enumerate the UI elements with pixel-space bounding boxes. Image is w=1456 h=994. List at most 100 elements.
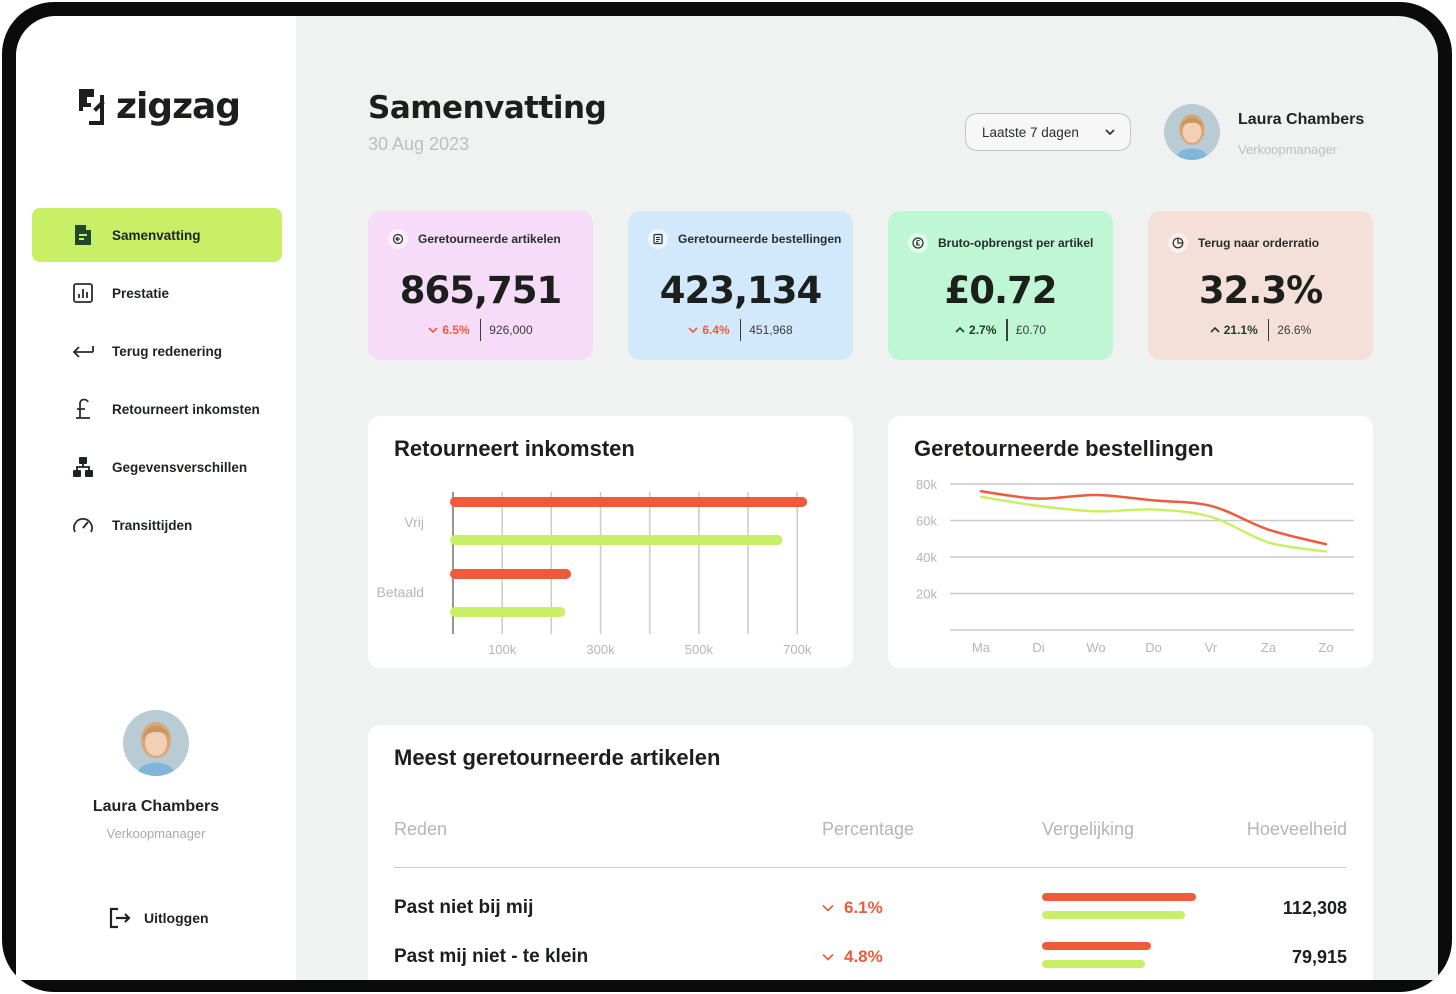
kpi-previous: 926,000 xyxy=(489,323,533,337)
y-tick-label: 60k xyxy=(916,514,937,529)
kpi-title: Geretourneerde bestellingen xyxy=(648,229,841,249)
kpi-footer: 6.4% 451,968 xyxy=(628,319,853,341)
logo[interactable]: zigzag xyxy=(78,86,241,127)
sidebar-item-label: Terug redenering xyxy=(112,343,223,359)
logout-button[interactable]: Uitloggen xyxy=(108,906,209,930)
pound-icon xyxy=(72,398,94,420)
row-percentage-value: 6.1% xyxy=(844,898,883,917)
x-tick-label: Ma xyxy=(972,640,991,655)
hierarchy-icon xyxy=(72,456,94,478)
return-item-icon xyxy=(388,229,408,249)
sidebar-user: Laura Chambers Verkoopmanager xyxy=(16,710,296,841)
sidebar-item-label: Prestatie xyxy=(112,285,170,301)
sidebar-item-retourneert-inkomsten[interactable]: Retourneert inkomsten xyxy=(32,382,282,436)
arrow-down-icon xyxy=(688,327,698,334)
kpi-title-text: Geretourneerde bestellingen xyxy=(678,232,842,246)
kpi-divider xyxy=(479,319,482,341)
avatar[interactable] xyxy=(123,710,189,776)
x-tick-label: Di xyxy=(1032,640,1044,655)
line-series-green xyxy=(979,495,1328,553)
income-bar-chart: 100k 300k 500k 700k Vrij Betaald xyxy=(377,492,812,657)
kpi-card[interactable]: Bruto-opbrengst per artikel £0.72 2.7% £0.7… xyxy=(888,211,1113,360)
bar-chart-icon xyxy=(72,282,94,304)
row-quantity: 112,308 xyxy=(1282,898,1347,918)
y-tick-label: 80k xyxy=(916,477,937,492)
x-tick-label: Zo xyxy=(1318,640,1333,655)
sidebar-item-gegevensverschillen[interactable]: Gegevensverschillen xyxy=(32,440,282,494)
arrow-up-icon xyxy=(1210,326,1220,333)
kpi-footer: 21.1% 26.6% xyxy=(1148,319,1373,341)
row-percentage: 6.1% xyxy=(822,898,883,918)
col-header-reason[interactable]: Reden xyxy=(394,819,448,839)
kpi-footer: 6.5% 926,000 xyxy=(368,319,593,341)
y-tick-label: 20k xyxy=(916,587,937,602)
x-tick-label: 500k xyxy=(685,642,714,657)
kpi-title: Terug naar orderratio xyxy=(1168,233,1319,253)
kpi-divider xyxy=(1006,319,1008,341)
kpi-title-text: Terug naar orderratio xyxy=(1198,236,1320,250)
kpi-value: £0.72 xyxy=(944,269,1057,312)
col-header-percentage[interactable]: Percentage xyxy=(822,819,915,839)
row-reason: Past niet bij mij xyxy=(394,897,534,918)
logout-label: Uitloggen xyxy=(144,910,209,926)
user-role: Verkoopmanager xyxy=(106,826,206,841)
kpi-value: 423,134 xyxy=(659,269,823,312)
kpi-value: 865,751 xyxy=(399,269,563,312)
x-tick-label: Wo xyxy=(1086,640,1105,655)
kpi-card[interactable]: Geretourneerde artikelen 865,751 6.5% 926,0… xyxy=(368,211,593,360)
col-header-quantity[interactable]: Hoeveelheid xyxy=(1246,819,1347,839)
x-tick-label: 700k xyxy=(783,642,812,657)
kpi-card[interactable]: Terug naar orderratio 32.3% 21.1% 26.6% xyxy=(1148,211,1373,360)
returns-table-title: Meest geretourneerde artikelen xyxy=(394,745,721,770)
date-range-select[interactable]: Laatste 7 dagen xyxy=(965,113,1131,151)
header-avatar[interactable] xyxy=(1164,104,1220,160)
table-divider xyxy=(394,867,1346,868)
date-range-label: Laatste 7 dagen xyxy=(982,124,1079,140)
kpi-card[interactable]: Geretourneerde bestellingen 423,134 6.4% 45… xyxy=(628,211,853,360)
row-reason: Past mij niet - te klein xyxy=(394,946,589,967)
comparison-bar-green xyxy=(1042,911,1186,919)
sidebar-item-prestatie[interactable]: Prestatie xyxy=(32,266,282,320)
row-quantity: 79,915 xyxy=(1291,947,1347,967)
orders-chart-panel: Geretourneerde bestellingen 20k 40k 60k 80k… xyxy=(888,416,1373,668)
header-user-name: Laura Chambers xyxy=(1238,111,1365,128)
sidebar-item-terug-redenering[interactable]: Terug redenering xyxy=(32,324,282,378)
orders-line-chart: 20k 40k 60k 80k Ma Di Wo Do Vr Za Zo xyxy=(916,477,1354,655)
y-tick-label: 40k xyxy=(916,550,937,565)
kpi-change-value: 6.4% xyxy=(702,323,730,337)
x-tick-label: 300k xyxy=(586,642,615,657)
sidebar-item-label: Gegevensverschillen xyxy=(112,459,248,475)
kpi-value: 32.3% xyxy=(1198,269,1323,312)
page-title: Samenvatting xyxy=(368,90,607,126)
logout-icon xyxy=(109,907,131,929)
kpi-change: 21.1% xyxy=(1210,323,1268,337)
col-header-comparison[interactable]: Vergelijking xyxy=(1042,819,1135,839)
logo-text: zigzag xyxy=(116,86,241,127)
kpi-previous: 26.6% xyxy=(1277,323,1312,337)
kpi-previous: 451,968 xyxy=(749,323,793,337)
sidebar-item-transittijden[interactable]: Transittijden xyxy=(32,498,282,552)
sidebar-item-label: Transittijden xyxy=(112,517,193,533)
pie-icon xyxy=(1168,233,1188,253)
kpi-change-value: 6.5% xyxy=(442,323,470,337)
arrow-down-icon xyxy=(822,953,834,961)
kpi-change: 2.7% xyxy=(955,323,1006,337)
zigzag-logo-icon xyxy=(79,88,105,125)
comparison-bar-red xyxy=(1042,942,1152,950)
sidebar-item-samenvatting[interactable]: Samenvatting xyxy=(32,208,282,262)
returns-table-panel: Meest geretourneerde artikelen Reden Per… xyxy=(368,725,1373,980)
kpi-change: 6.5% xyxy=(428,323,479,337)
sidebar-nav: Samenvatting Prestatie Terug redenering xyxy=(32,208,282,556)
x-tick-label: Do xyxy=(1145,640,1162,655)
category-label: Betaald xyxy=(377,584,424,600)
income-chart-panel: Retourneert inkomsten 100k 300k 500k 700k Vr… xyxy=(368,416,853,668)
order-list-icon xyxy=(648,229,668,249)
arrow-up-icon xyxy=(955,326,965,333)
orders-chart-title: Geretourneerde bestellingen xyxy=(914,436,1214,461)
pound-coin-icon xyxy=(908,233,928,253)
sidebar-item-label: Retourneert inkomsten xyxy=(112,401,260,417)
kpi-title-text: Geretourneerde artikelen xyxy=(418,232,561,246)
x-tick-label: Za xyxy=(1261,640,1277,655)
kpi-change-value: 21.1% xyxy=(1223,323,1258,337)
app-screen: zigzag Samenvatting Prestatie xyxy=(16,16,1438,980)
